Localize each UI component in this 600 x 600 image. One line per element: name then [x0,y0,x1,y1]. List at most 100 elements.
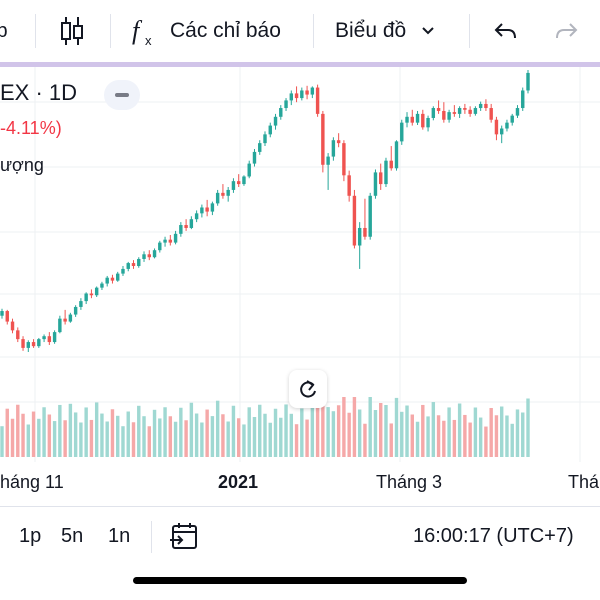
candle-body [47,336,52,343]
chart-type-dropdown[interactable]: Biểu đồ [335,10,450,52]
volume-bar [231,405,236,457]
x-axis-label-partial: Thá [568,472,600,492]
price-candles [0,70,530,352]
volume-bar [258,404,262,457]
volume-bar [226,421,230,457]
volume-bar [68,403,73,457]
candle-body [273,116,278,126]
volume-bar [310,403,315,457]
volume-bar [342,397,346,457]
reset-chart-button[interactable] [289,370,327,408]
volume-bar [400,411,404,457]
volume-bar [184,420,188,457]
candle-body [52,332,57,343]
volume-bar [58,404,62,457]
candle-body [116,273,120,281]
volume-bar [131,422,136,457]
volume-bar [105,421,109,457]
volume-bar [468,422,472,457]
symbol-legend[interactable]: EX · 1D [0,80,78,105]
candle-body [331,140,336,157]
volume-bar [526,398,530,457]
candle-body [247,163,251,177]
candle-body [421,113,425,128]
candle-body [442,110,446,120]
go-to-date-button[interactable] [168,520,200,557]
chart-area[interactable] [0,62,600,504]
candle-body [363,227,367,237]
volume-bar [21,413,25,457]
candle-body [494,119,499,135]
candle-body [389,160,393,169]
volume-bar [521,412,525,457]
candle-body [73,306,78,315]
candle-body [210,203,215,212]
candle-body [489,108,493,120]
chart-style-button[interactable] [50,10,94,52]
volume-bar [284,404,288,457]
volume-bar [415,421,420,457]
candle-body [447,112,451,120]
candle-body [289,93,294,101]
range-1y-button[interactable]: 1n [108,525,131,547]
volume-bar [405,405,409,457]
candle-body [284,100,288,109]
candle-body [526,72,530,91]
range-5d-button[interactable]: 5n [61,525,84,547]
redo-button[interactable] [548,10,584,52]
svg-text:x: x [145,33,152,48]
volume-bar [478,417,483,457]
candle-body [431,108,436,118]
candle-body [179,225,183,234]
candle-body [158,242,162,251]
volume-bar [0,426,4,457]
collapse-legend-button[interactable] [104,80,140,110]
volume-bar [179,407,183,457]
volume-bar [300,408,304,457]
undo-button[interactable] [488,10,524,52]
candle-body [152,250,157,258]
candle-body [473,108,478,114]
volume-bar [63,420,67,457]
volume-bar [210,416,215,457]
volume-bar [510,423,514,457]
volume-bar [410,414,414,457]
candle-body [315,87,320,114]
svg-text:f: f [132,16,143,45]
candle-body [336,140,341,144]
candle-body [105,277,109,284]
volume-bar [147,426,151,457]
candle-body [137,258,141,266]
candle-body [505,122,509,129]
volume-bar [463,414,467,457]
toolbar-divider [469,14,470,48]
candle-body [200,207,204,214]
volume-bar [158,418,162,457]
chart-type-label: Biểu đồ [335,19,407,42]
candlestick-chart[interactable] [0,62,600,504]
candle-body [168,239,173,243]
volume-bar [16,404,20,457]
candle-body [400,122,404,142]
bottom-divider [151,521,152,553]
range-1d-button[interactable]: 1p [19,525,42,547]
volume-bar [273,408,278,457]
volume-bar [200,422,204,457]
volume-bar [94,402,99,457]
volume-bar [431,402,436,457]
candle-body [37,339,41,347]
volume-bar [289,413,294,457]
partial-symbol-label: b [0,19,8,42]
volume-bar [336,405,341,457]
volume-bar [326,407,330,457]
partial-symbol-button[interactable]: b [0,10,14,52]
candle-body [131,263,136,266]
indicators-button[interactable]: f x Các chỉ báo [128,10,300,52]
candle-body [126,263,130,269]
clock-timezone[interactable]: 16:00:17 (UTC+7) [413,525,574,547]
minus-icon [115,93,129,97]
volume-bar [194,413,199,457]
top-highlight-strip [0,62,600,67]
candle-body [263,134,267,144]
volume-bar [121,426,125,457]
